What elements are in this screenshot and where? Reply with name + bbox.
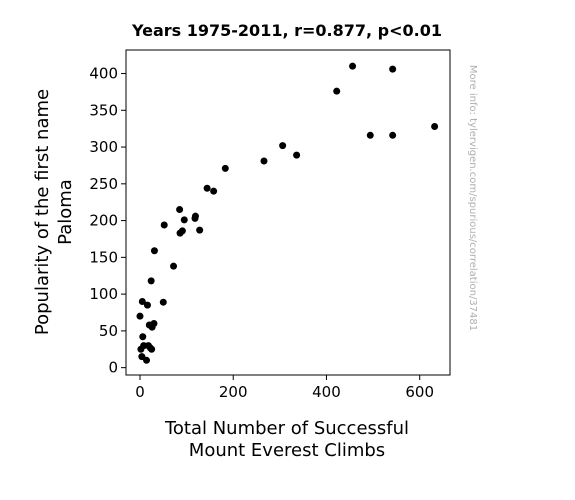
y-tick-label-2: 100: [89, 285, 118, 303]
data-point-29: [260, 157, 268, 165]
y-tick-label-6: 300: [89, 138, 118, 156]
data-point-35: [389, 65, 397, 73]
y-tick-label-4: 200: [89, 212, 118, 230]
data-point-14: [150, 320, 158, 328]
plot-area: [136, 62, 439, 364]
data-point-34: [366, 131, 374, 139]
data-point-33: [349, 62, 357, 70]
data-point-24: [191, 212, 199, 220]
x-tick-label-2: 400: [312, 383, 341, 401]
y-axis-label-line-1: Popularity of the first name: [32, 89, 53, 335]
chart-title: Years 1975-2011, r=0.877, p<0.01: [131, 21, 442, 40]
data-point-3: [138, 297, 146, 305]
data-point-4: [139, 333, 147, 341]
data-point-21: [178, 227, 186, 235]
y-tick-label-1: 50: [99, 322, 118, 340]
x-axis: 0 200 400 600: [135, 375, 434, 401]
x-axis-label-line-1: Total Number of Successful: [164, 418, 409, 439]
data-point-37: [431, 122, 439, 130]
data-point-7: [143, 301, 151, 309]
data-point-18: [170, 262, 178, 270]
data-point-25: [196, 226, 204, 234]
data-point-17: [160, 221, 168, 229]
data-point-6: [143, 356, 151, 364]
x-tick-label-0: 0: [135, 383, 145, 401]
data-point-0: [136, 312, 144, 320]
data-point-19: [176, 206, 184, 214]
data-point-31: [293, 151, 301, 159]
x-axis-label-line-2: Mount Everest Climbs: [189, 440, 385, 461]
y-tick-label-3: 150: [89, 248, 118, 266]
y-axis: 0 50 100 150 200 250 300 350 400: [89, 65, 126, 377]
data-point-36: [389, 131, 397, 139]
x-tick-label-3: 600: [405, 383, 434, 401]
y-axis-label-line-2: Paloma: [55, 179, 76, 245]
plot-frame: [125, 49, 451, 376]
data-point-32: [333, 87, 341, 95]
data-point-26: [203, 184, 211, 192]
data-point-15: [150, 247, 158, 255]
data-point-27: [210, 187, 218, 195]
y-tick-label-8: 400: [89, 65, 118, 83]
x-tick-label-1: 200: [219, 383, 248, 401]
y-tick-label-5: 250: [89, 175, 118, 193]
y-tick-label-7: 350: [89, 101, 118, 119]
data-point-16: [159, 298, 167, 306]
data-point-22: [180, 216, 188, 224]
data-point-30: [279, 142, 287, 150]
data-point-12: [148, 345, 156, 353]
data-point-28: [221, 164, 229, 172]
watermark: More info: tylervigen.com/spurious/corre…: [467, 65, 478, 331]
data-point-11: [147, 277, 155, 285]
y-tick-label-0: 0: [108, 359, 118, 377]
